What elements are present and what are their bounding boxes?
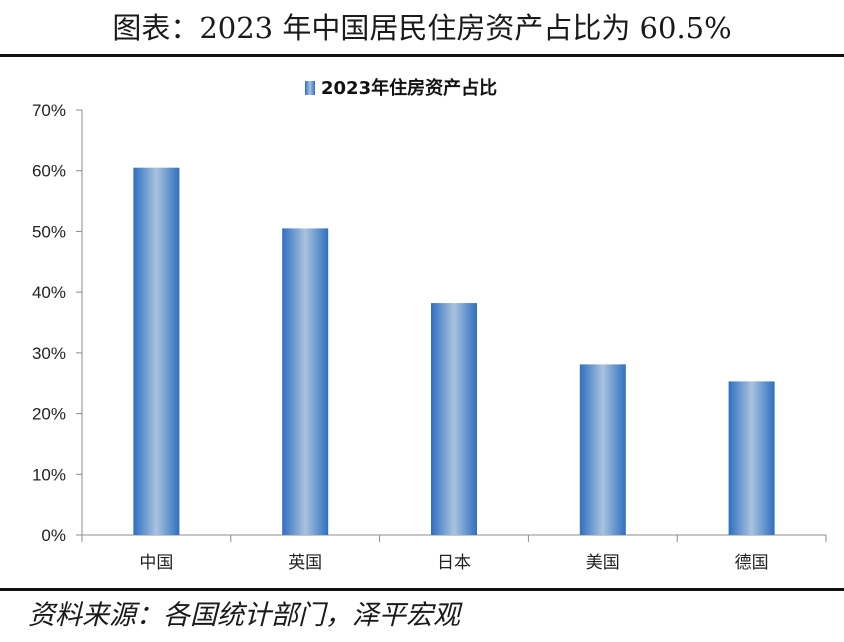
x-tick-label: 日本	[437, 553, 471, 573]
bar	[579, 364, 626, 535]
y-tick-label: 10%	[32, 465, 66, 484]
top-rule	[0, 54, 844, 57]
source-note: 资料来源：各国统计部门，泽平宏观	[28, 600, 460, 631]
y-tick-label: 70%	[32, 101, 66, 120]
x-tick-label: 美国	[586, 553, 620, 573]
bar-chart: 0% 10% 20% 30% 40% 50% 60% 70% 中国 英国 日本 美国 德国 2023年住房…	[32, 77, 827, 573]
legend-swatch	[305, 81, 315, 95]
x-tick-label: 中国	[139, 553, 173, 573]
y-tick-label: 20%	[32, 405, 66, 424]
plot-area: 0% 10% 20% 30% 40% 50% 60% 70% 中国 英国 日本 美国 德国 2023年住房…	[32, 77, 827, 573]
y-tick-label: 40%	[32, 283, 66, 302]
bar	[431, 303, 477, 535]
legend-label: 2023年住房资产占比	[321, 77, 497, 99]
bar	[282, 228, 329, 535]
page-title: 图表：2023 年中国居民住房资产占比为 60.5%	[112, 11, 732, 45]
y-tick-label: 0%	[41, 526, 66, 545]
bar	[728, 381, 775, 535]
y-tick-label: 30%	[32, 344, 66, 363]
bar	[133, 167, 180, 535]
y-tick-label: 50%	[32, 222, 66, 241]
y-tick-label: 60%	[32, 162, 66, 181]
x-tick-label: 英国	[288, 553, 322, 573]
bottom-rule	[0, 588, 844, 591]
x-tick-label: 德国	[735, 553, 769, 573]
